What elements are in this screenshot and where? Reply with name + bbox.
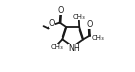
Text: O: O <box>49 19 55 28</box>
Text: CH₃: CH₃ <box>51 44 64 50</box>
Text: NH: NH <box>68 44 80 53</box>
Text: CH₃: CH₃ <box>91 35 104 41</box>
Text: O: O <box>57 6 63 15</box>
Text: CH₃: CH₃ <box>72 14 85 20</box>
Text: O: O <box>86 20 93 29</box>
